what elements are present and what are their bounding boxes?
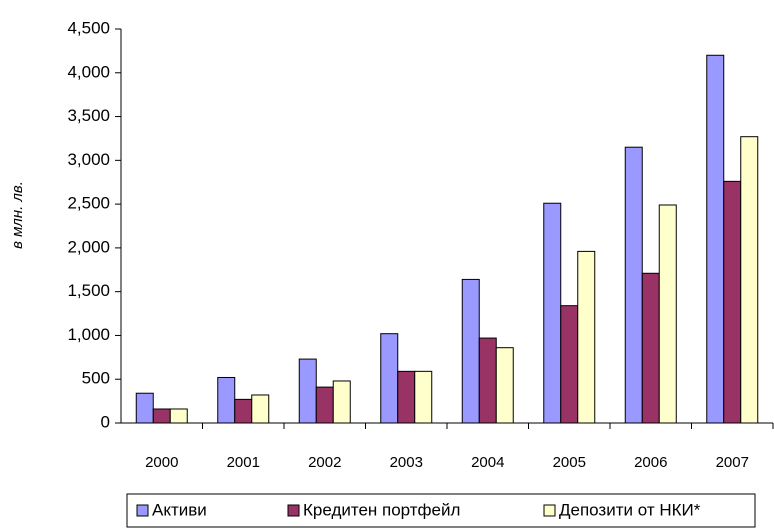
bar [217, 376, 236, 424]
bar [740, 136, 759, 424]
bar [658, 204, 677, 424]
bar [298, 358, 317, 424]
bar [315, 386, 334, 424]
bar [414, 370, 433, 424]
bar [380, 333, 399, 424]
bar [641, 272, 660, 424]
bar [624, 146, 643, 424]
bar [706, 54, 725, 424]
legend-box [126, 493, 756, 528]
x-tick-label: 2004 [471, 454, 504, 471]
legend-label: Депозити от НКИ* [559, 500, 701, 519]
y-tick-label: 2,500 [67, 194, 110, 213]
bar [495, 347, 514, 424]
legend-swatch [287, 504, 300, 517]
y-tick-label: 3,000 [67, 150, 110, 169]
bar [251, 394, 270, 424]
x-tick-label: 2003 [390, 454, 423, 471]
bar [478, 337, 497, 424]
y-tick-label: 500 [82, 369, 110, 388]
bar [397, 370, 416, 424]
bar [461, 278, 480, 424]
bar [152, 408, 171, 424]
bar [560, 305, 579, 424]
legend-label: Кредитен портфейл [303, 500, 460, 519]
y-tick-label: 4,000 [67, 62, 110, 81]
x-tick-label: 2000 [145, 454, 178, 471]
legend-label: Активи [152, 500, 207, 519]
x-tick-label: 2006 [634, 454, 667, 471]
x-tick-label: 2002 [308, 454, 341, 471]
y-tick-label: 1,500 [67, 281, 110, 300]
y-tick-label: 2,000 [67, 237, 110, 256]
legend-swatch [136, 504, 149, 517]
y-tick-label: 0 [101, 412, 110, 431]
y-tick-label: 1,000 [67, 325, 110, 344]
bar [234, 398, 253, 424]
y-tick-label: 3,500 [67, 106, 110, 125]
bar [723, 180, 742, 424]
bar [577, 250, 596, 424]
y-tick-label: 4,500 [67, 18, 110, 37]
bar [543, 202, 562, 424]
bar [332, 380, 351, 424]
legend-swatch [543, 504, 556, 517]
x-tick-label: 2005 [553, 454, 586, 471]
y-axis-label: в млн. лв. [9, 181, 26, 249]
bar [135, 392, 154, 424]
bar [169, 408, 188, 424]
x-tick-label: 2007 [716, 454, 749, 471]
x-tick-label: 2001 [227, 454, 260, 471]
